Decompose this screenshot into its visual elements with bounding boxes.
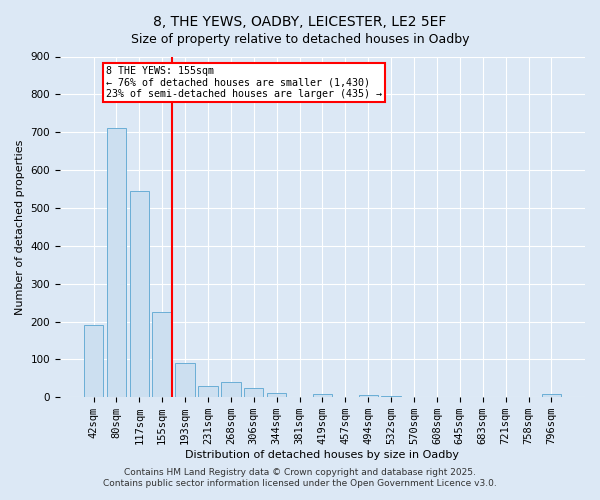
X-axis label: Distribution of detached houses by size in Oadby: Distribution of detached houses by size …	[185, 450, 460, 460]
Bar	[130, 191, 149, 397]
Text: 8 THE YEWS: 155sqm
← 76% of detached houses are smaller (1,430)
23% of semi-deta: 8 THE YEWS: 155sqm ← 76% of detached hou…	[106, 66, 382, 99]
Bar	[542, 394, 561, 397]
Bar	[244, 388, 263, 397]
Bar	[198, 386, 218, 397]
Y-axis label: Number of detached properties: Number of detached properties	[15, 139, 25, 314]
Bar	[221, 382, 241, 397]
Bar	[359, 396, 378, 397]
Bar	[313, 394, 332, 397]
Bar	[152, 312, 172, 397]
Bar	[84, 326, 103, 397]
Text: Contains HM Land Registry data © Crown copyright and database right 2025.
Contai: Contains HM Land Registry data © Crown c…	[103, 468, 497, 487]
Bar	[382, 396, 401, 397]
Text: Size of property relative to detached houses in Oadby: Size of property relative to detached ho…	[131, 32, 469, 46]
Bar	[107, 128, 126, 397]
Text: 8, THE YEWS, OADBY, LEICESTER, LE2 5EF: 8, THE YEWS, OADBY, LEICESTER, LE2 5EF	[154, 15, 446, 29]
Bar	[175, 363, 195, 397]
Bar	[267, 392, 286, 397]
